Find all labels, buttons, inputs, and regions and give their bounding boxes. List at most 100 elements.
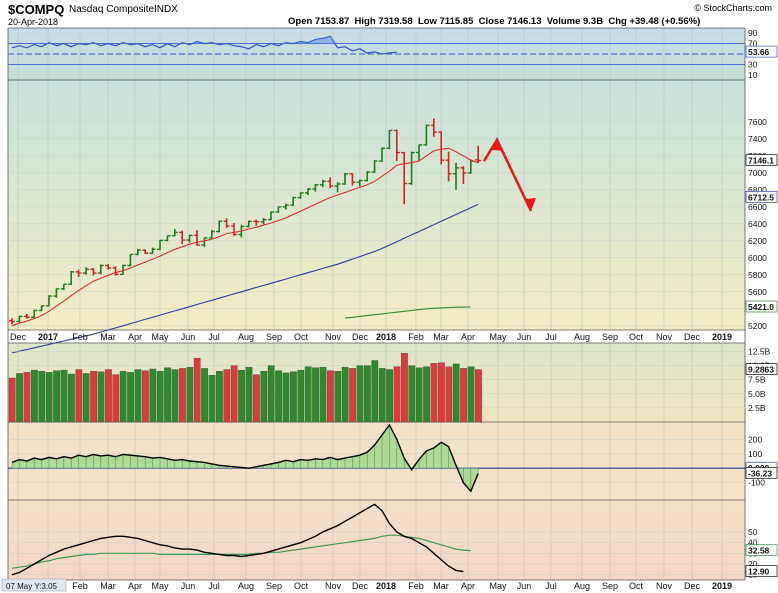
- volume-bar: [356, 365, 364, 423]
- chart-name: Nasdaq Composite: [69, 4, 155, 15]
- price-bar: [364, 171, 371, 182]
- price-ma-short: [11, 147, 479, 327]
- x-tick-label-bottom: Feb: [408, 581, 424, 591]
- price-bar: [90, 268, 97, 276]
- price-bar: [112, 266, 119, 276]
- volume-bar: [223, 369, 231, 423]
- volume-bar: [90, 371, 97, 423]
- price-bar: [134, 248, 141, 256]
- y-tick-label: 70: [748, 39, 758, 49]
- volume-bar: [171, 369, 179, 423]
- volume-bar: [386, 369, 393, 423]
- x-tick-label: Sep: [602, 332, 618, 342]
- volume-bar: [430, 363, 438, 423]
- price-bar: [334, 182, 341, 193]
- price-bar: [194, 230, 200, 246]
- x-tick-label: Aug: [574, 332, 590, 342]
- brand-label: © StockCharts.com: [694, 3, 772, 13]
- lines-panel-bg: [8, 500, 745, 580]
- price-bar: [342, 172, 348, 185]
- volume-bar: [60, 369, 68, 423]
- x-tick-label-bottom: Nov: [656, 581, 673, 591]
- price-bar: [208, 229, 215, 239]
- price-bar: [38, 305, 45, 312]
- price-bar: [171, 228, 178, 237]
- volume-bar: [75, 369, 83, 423]
- lines-green-value-box: [745, 544, 778, 556]
- price-ma-long: [344, 306, 471, 319]
- y-tick-label: 40: [748, 538, 758, 548]
- price-bar: [371, 160, 378, 173]
- x-tick-label-bottom: 2018: [376, 581, 396, 591]
- x-tick-label: Nov: [325, 332, 342, 342]
- volume-bar: [127, 372, 134, 423]
- price-bar: [164, 235, 171, 242]
- price-bar: [475, 145, 482, 164]
- price-bar: [379, 147, 385, 162]
- osc-line: [11, 423, 479, 493]
- price-bar: [290, 196, 297, 207]
- x-tick-label-bottom: Dec: [352, 581, 369, 591]
- x-tick-label: Jul: [208, 332, 220, 342]
- x-tick-label-bottom: Sep: [602, 581, 618, 591]
- volume-bar: [119, 371, 127, 423]
- volume-bar: [142, 370, 149, 423]
- x-tick-label-bottom: Jun: [517, 581, 532, 591]
- price-bar: [312, 183, 319, 192]
- x-tick-label-bottom: May: [489, 581, 507, 591]
- rsi-last-value: 53.66: [748, 47, 770, 57]
- price-bar: [245, 220, 252, 228]
- y-tick-label: 5.0B: [748, 389, 766, 399]
- rsi-overbought-fill: [12, 36, 397, 44]
- chart-date: 20-Apr-2018: [8, 17, 59, 27]
- price-bar: [416, 144, 422, 162]
- x-tick-label: Apr: [461, 332, 475, 342]
- price-ma-value-box: [745, 190, 778, 203]
- y-tick-label: 6600: [748, 202, 767, 212]
- x-tick-label: 2019: [712, 332, 732, 342]
- volume-bar: [438, 362, 445, 423]
- x-tick-label-bottom: Aug: [574, 581, 590, 591]
- y-tick-label: 200: [748, 434, 762, 444]
- price-bar: [401, 151, 408, 205]
- lines-black-series: [11, 503, 464, 576]
- y-tick-label: 5200: [748, 321, 767, 331]
- volume-bar: [341, 367, 349, 423]
- price-bar: [297, 192, 304, 199]
- y-tick-label: 6200: [748, 236, 767, 246]
- x-tick-label-bottom: Nov: [325, 581, 342, 591]
- volume-bar: [179, 368, 186, 423]
- volume-bar: [290, 371, 297, 423]
- price-bar: [356, 179, 363, 187]
- volume-bar: [112, 374, 120, 423]
- price-bar: [186, 234, 193, 243]
- volume-bar: [164, 367, 171, 423]
- volume-bar: [45, 372, 53, 423]
- price-bar: [268, 211, 274, 221]
- volume-bar: [245, 367, 253, 423]
- price-bar: [83, 267, 89, 275]
- volume-bar: [297, 369, 305, 423]
- price-close-value: 7146.1: [748, 156, 774, 166]
- ohlc-summary: Open 7153.87 High 7319.58 Low 7115.85 Cl…: [288, 16, 701, 27]
- lines-black-value-box: [745, 565, 778, 577]
- volume-bar: [452, 363, 460, 423]
- volume-bar: [149, 368, 157, 423]
- volume-bar: [201, 368, 208, 423]
- y-tick-label: 50: [748, 527, 758, 537]
- price-bar: [408, 151, 415, 185]
- price-bar: [327, 177, 334, 189]
- y-tick-label: 2.5B: [748, 403, 766, 413]
- volume-bar: [156, 371, 164, 423]
- y-tick-label: 10: [748, 70, 758, 80]
- volume-bar: [238, 369, 245, 423]
- price-bar: [393, 129, 400, 162]
- price-bar: [105, 264, 112, 270]
- x-tick-label-bottom: 2019: [712, 581, 732, 591]
- x-tick-label-bottom: Jul: [545, 581, 557, 591]
- footer-label-box: [1, 578, 67, 592]
- price-bar: [53, 288, 60, 298]
- price-bar: [430, 118, 437, 137]
